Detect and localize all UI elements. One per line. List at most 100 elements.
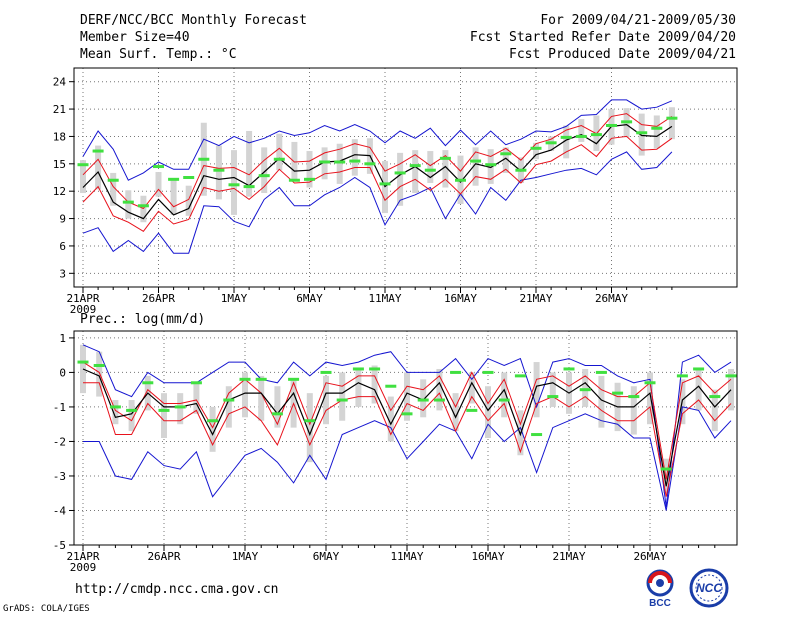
panel2-observed-marker [660,467,672,471]
panel1-ensemble-box [336,143,343,184]
source-url[interactable]: http://cmdp.ncc.cma.gov.cn [75,582,279,597]
panel1-ensemble-box [231,150,237,215]
panel1-y-tick-label: 24 [53,76,67,89]
panel2-ensemble-box [387,396,394,442]
panel2-observed-marker [320,370,332,374]
panel2-ensemble-box [225,386,232,428]
panel2-observed-marker [709,395,721,399]
panel1-observed-marker [500,152,512,156]
forecast-produced-date: Fcst Produced Date 2009/04/21 [509,47,736,62]
panel1-min-line [82,99,673,181]
variable-label-precipitation: Prec.: log(mm/d) [80,312,205,327]
panel1-observed-marker [92,149,104,153]
panel2-observed-marker [223,398,235,402]
panel1-lower-line [82,135,673,232]
panel2-observed-marker [207,419,219,423]
panel2-ensemble-box [695,368,702,411]
panel2-ensemble-box [728,368,734,411]
panel2-observed-marker [239,377,251,381]
panel2-ensemble-box [630,386,637,435]
panel1-observed-marker [636,131,648,135]
panel2-observed-marker [126,408,138,412]
panel2-ensemble-box [420,379,427,418]
panel1-observed-marker [485,163,497,167]
panel1-ensemble-box [397,152,404,206]
panel1-ensemble-box [170,180,177,215]
panel1-observed-marker [575,134,587,138]
panel1-observed-marker [439,156,451,160]
panel2-observed-marker [304,419,316,423]
panel2-ensemble-box [549,372,556,407]
panel1-ensemble-box [563,125,570,159]
panel2-ensemble-box [80,344,86,394]
panel2-ensemble-box [501,372,508,418]
panel1-ensemble-box [668,107,675,140]
panel1-observed-marker [606,123,617,127]
panel1-max-line [82,151,673,254]
panel1-x-tick-label: 26APR [142,292,175,305]
panel2-observed-marker [288,377,300,381]
panel2-ensemble-box [96,351,103,397]
panel1-observed-marker [122,200,134,204]
panel1-observed-marker [666,116,678,120]
panel1-ensemble-box [427,151,434,183]
forecast-started-date: Fcst Started Refer Date 2009/04/20 [469,30,736,45]
panel1-x-tick-label: 11MAY [368,292,401,305]
panel1-observed-marker [379,182,391,186]
panel2-ensemble-box [468,372,475,404]
panel1-y-tick-label: 9 [59,213,66,226]
panel2-y-tick-label: 0 [59,366,66,379]
panel2-ensemble-box [177,393,184,425]
svg-text:BCC: BCC [649,598,671,608]
panel2-ensemble-box [323,375,329,425]
panel1-ensemble-box [246,130,253,197]
panel2-ensemble-box [258,375,265,421]
panel1-observed-marker [364,162,376,166]
panel1-observed-marker [560,135,572,139]
panel1-observed-marker [349,159,361,163]
panel1-ensemble-box [125,190,132,219]
panel1-observed-marker [304,177,315,181]
panel2-observed-marker [369,367,381,371]
panel2-observed-marker [77,360,89,364]
panel2-observed-marker [595,370,607,374]
panel2-ensemble-box [598,375,605,428]
panel1-observed-marker [530,146,542,150]
chart-title: DERF/NCC/BCC Monthly Forecast [80,13,307,28]
panel1-ensemble-box [487,149,494,184]
panel1-observed-marker [213,168,225,172]
panel1-observed-marker [515,168,527,172]
panel1-observed-marker [183,176,195,179]
panel2-ensemble-box [355,368,362,407]
ncc-logo: NCC [689,568,729,608]
panel2-mean-line [82,368,732,487]
panel2-observed-marker [466,408,478,412]
panel2-observed-marker [514,374,526,378]
panel2-observed-marker [271,412,283,416]
panel1-ensemble-box [578,119,585,142]
panel1-observed-marker [334,160,346,164]
panel2-ensemble-box [193,382,200,414]
panel1-ensemble-box [276,133,283,171]
panel2-y-tick-label: -4 [53,504,67,517]
panel1-ensemble-box [80,160,86,194]
panel2-ensemble-box [436,368,443,411]
panel2-year-label: 2009 [70,561,97,574]
panel2-y-tick-label: -1 [53,401,66,414]
panel1-observed-marker [394,171,406,175]
panel1-observed-marker [470,159,482,163]
panel2-observed-marker [109,405,121,409]
panel2-ensemble-box [161,393,167,438]
panel1-observed-marker [243,185,255,189]
panel2-y-tick-label: -3 [53,470,66,483]
panel1-observed-marker [621,120,633,124]
panel2-ensemble-box [533,362,540,418]
panel1-mean-line [82,123,673,220]
bcc-logo: BCC [646,569,674,608]
panel1-x-tick-label: 1MAY [221,292,248,305]
panel2-observed-marker [693,367,705,371]
panel2-ensemble-box [112,400,119,425]
member-size: Member Size=40 [80,30,190,45]
panel2-ensemble-box [339,372,346,421]
panel1-observed-marker [545,141,557,145]
